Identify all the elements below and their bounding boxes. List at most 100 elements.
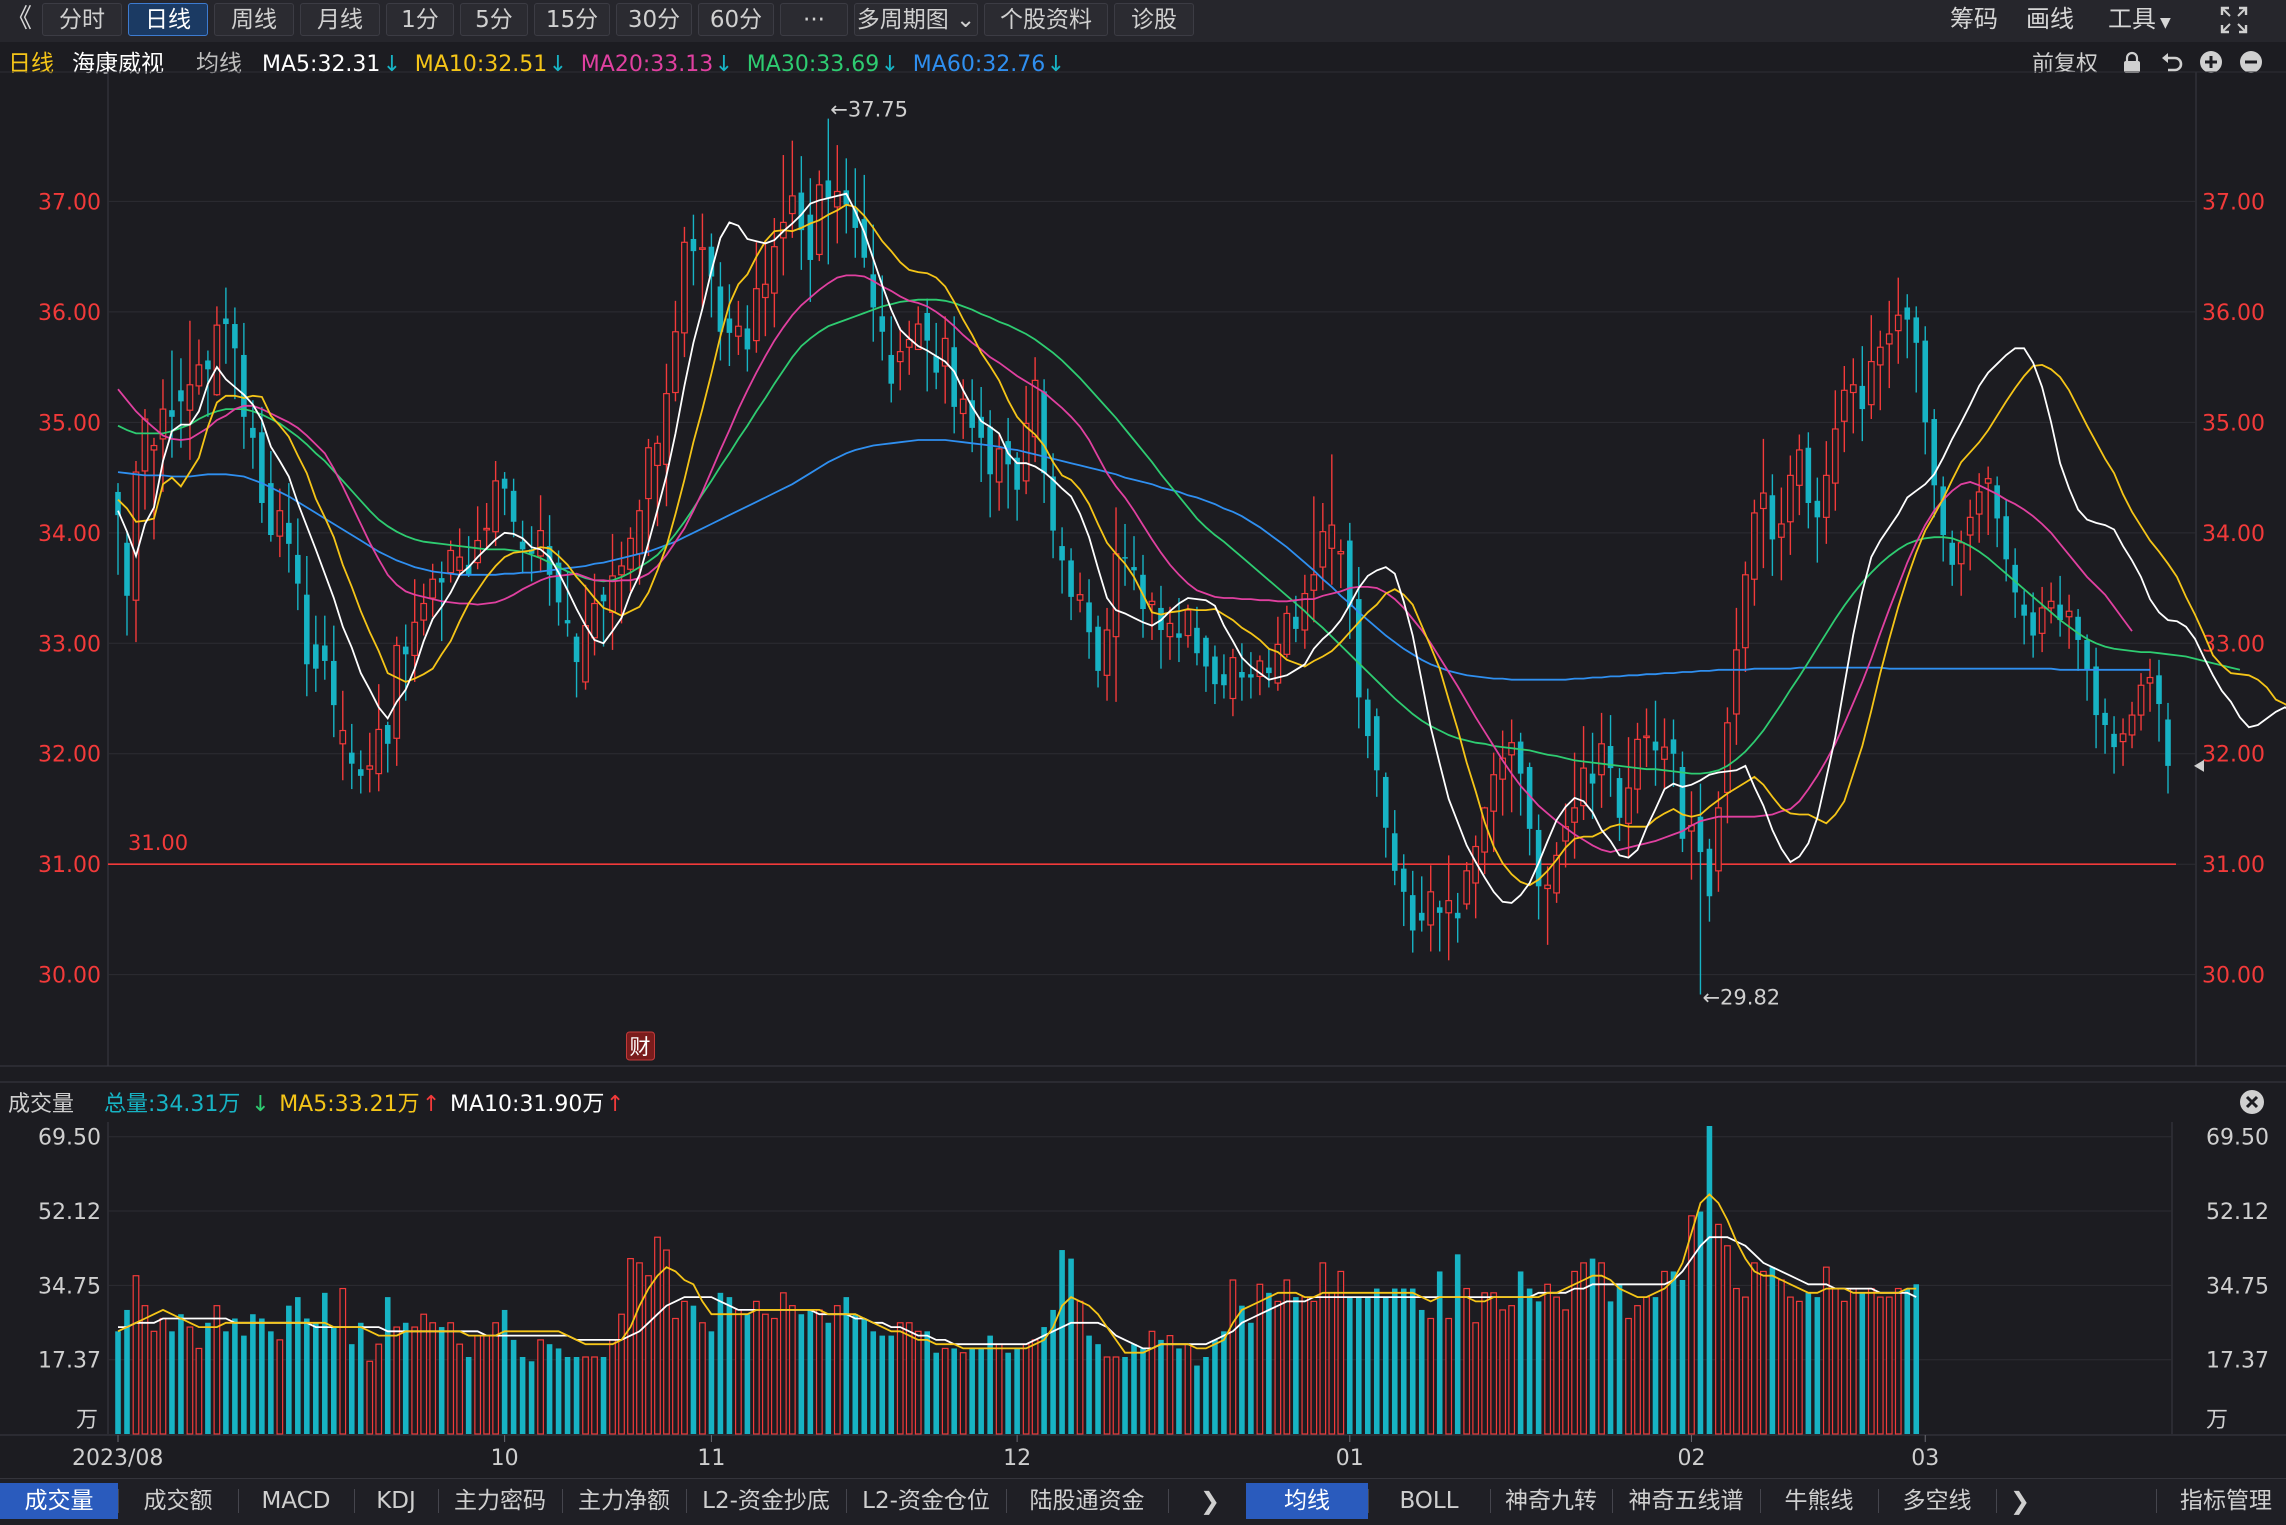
tab-10[interactable]: 多周期图 ⌄ <box>854 3 978 36</box>
overlay-tab-1[interactable]: BOLL <box>1399 1488 1459 1514</box>
adjust-mode-button[interactable]: 前复权 <box>2032 52 2098 77</box>
chart-toolbar: 《 分时 日线 周线 月线 1分 5分 15分 30分 60分 ··· 多周期图 ⌄ 个股资料 诊股 筹… <box>0 0 2286 42</box>
candle <box>798 156 805 270</box>
indicator-manage-button[interactable]: 指标管理 <box>2180 1488 2272 1514</box>
volume-bar <box>438 1327 445 1434</box>
candle <box>1670 719 1677 787</box>
undo-icon[interactable] <box>2162 53 2183 72</box>
arrow-down-icon: ↓ <box>1047 52 1065 77</box>
candle <box>663 363 670 507</box>
tab-label: 多周期图 <box>856 7 949 33</box>
zoom-out-icon[interactable] <box>2240 51 2262 73</box>
indicator-tab-5[interactable]: 主力净额 <box>578 1488 670 1514</box>
indicator-tab-0[interactable]: 成交量 <box>0 1483 118 1519</box>
candle <box>1229 648 1237 717</box>
candle <box>375 684 383 792</box>
ma-value-2: MA20:33.13 <box>581 52 713 77</box>
indicator-tab-2[interactable]: MACD <box>261 1488 331 1514</box>
kline-chart[interactable]: 日线 海康威视 均线 MA5:32.31 ↓ MA10:32.51 ↓ MA20:33.… <box>0 42 2286 1478</box>
finance-report-marker[interactable]: 财 <box>625 1031 655 1061</box>
indicator-tab-3[interactable]: KDJ <box>376 1488 416 1514</box>
volume-bar <box>1876 1296 1884 1435</box>
volume-bar <box>1814 1297 1821 1434</box>
overlay-tab-5[interactable]: 多空线 <box>1902 1488 1972 1514</box>
candle <box>124 531 130 636</box>
candle <box>546 515 553 606</box>
volume-bar <box>807 1309 814 1434</box>
tab-label: 分时 <box>59 7 105 33</box>
candle <box>1795 434 1803 516</box>
candle <box>268 451 274 542</box>
indicator-tab-8[interactable]: 陆股通资金 <box>1029 1488 1145 1514</box>
volume-bar <box>636 1262 643 1435</box>
volume-ma-lines <box>117 1193 1917 1354</box>
candle <box>717 262 724 361</box>
lock-icon[interactable] <box>2124 51 2140 73</box>
tab-7[interactable]: 30分 <box>616 3 692 36</box>
double-chevron-left-icon[interactable]: 《 <box>6 4 33 34</box>
tab-label: 30分 <box>627 7 681 33</box>
indicator-tab-7[interactable]: L2-资金仓位 <box>862 1488 990 1514</box>
candle <box>618 541 625 624</box>
candle <box>1625 737 1632 857</box>
tab-11[interactable]: 个股资料 <box>984 3 1108 36</box>
volume-bar <box>384 1297 391 1434</box>
overlay-tab-0[interactable]: 均线 <box>1246 1483 1368 1519</box>
tab-0[interactable]: 分时 <box>42 3 122 36</box>
volume-bar <box>1031 1339 1039 1435</box>
volume-bar <box>1697 1211 1704 1434</box>
close-circle-icon[interactable] <box>2240 1090 2264 1114</box>
candle <box>1994 476 2000 548</box>
volume-bar <box>788 1305 796 1435</box>
tab-5[interactable]: 5分 <box>460 3 528 36</box>
indicator-tab-1[interactable]: 成交额 <box>143 1488 213 1514</box>
volume-bar <box>1068 1258 1074 1434</box>
volume-bar <box>528 1361 535 1434</box>
tab-6[interactable]: 15分 <box>534 3 610 36</box>
tab-2[interactable]: 周线 <box>214 3 294 36</box>
volume-bar <box>1859 1292 1866 1434</box>
draw-line-button[interactable]: 画线 <box>2026 5 2074 33</box>
volume-bar <box>1328 1292 1336 1435</box>
volume-bar <box>1894 1287 1902 1435</box>
volume-bar <box>1373 1288 1380 1434</box>
volume-bar <box>1706 1126 1713 1434</box>
tab-9[interactable]: ··· <box>780 3 848 36</box>
volume-ma5-line <box>117 1193 1917 1354</box>
volume-bar <box>276 1339 284 1435</box>
price-grid <box>108 200 2196 976</box>
candle <box>1867 315 1875 420</box>
tab-12[interactable]: 诊股 <box>1114 3 1194 36</box>
tab-1[interactable]: 日线 <box>128 3 208 36</box>
candle <box>1553 842 1560 903</box>
volume-bar <box>1266 1292 1272 1434</box>
chips-button[interactable]: 筹码 <box>1950 5 1998 33</box>
tools-button[interactable]: 工具 ▼ <box>2108 3 2171 36</box>
tab-4[interactable]: 1分 <box>386 3 454 36</box>
tab-8[interactable]: 60分 <box>698 3 774 36</box>
ma-value-4: MA60:32.76 <box>913 52 1045 77</box>
stock-name: 海康威视 <box>72 51 164 77</box>
price-tick-right: 32.00 <box>2202 743 2265 768</box>
overlay-tab-2[interactable]: 神奇九转 <box>1505 1488 1597 1514</box>
candle <box>1463 862 1471 910</box>
candle <box>1840 366 1848 453</box>
zoom-in-icon[interactable] <box>2200 51 2222 73</box>
chevron-right-icon[interactable]: ❯ <box>1199 1487 1221 1515</box>
fullscreen-icon[interactable] <box>2218 3 2254 36</box>
date-label: 11 <box>697 1446 725 1471</box>
candle <box>2003 499 2009 582</box>
tab-3[interactable]: 月线 <box>300 3 380 36</box>
overlay-tab-3[interactable]: 神奇五线谱 <box>1628 1488 1744 1514</box>
chevron-right-icon[interactable]: ❯ <box>2009 1487 2031 1515</box>
indicator-tab-6[interactable]: L2-资金抄底 <box>702 1488 830 1514</box>
candle <box>905 320 913 375</box>
tab-label: ··· <box>803 7 825 33</box>
candle <box>295 518 301 611</box>
volume-bar <box>1598 1262 1605 1435</box>
volume-bar <box>195 1347 203 1435</box>
overlay-tab-4[interactable]: 牛熊线 <box>1784 1488 1854 1514</box>
indicator-tab-4[interactable]: 主力密码 <box>454 1488 546 1514</box>
candle <box>1347 522 1353 639</box>
candle <box>186 320 194 460</box>
